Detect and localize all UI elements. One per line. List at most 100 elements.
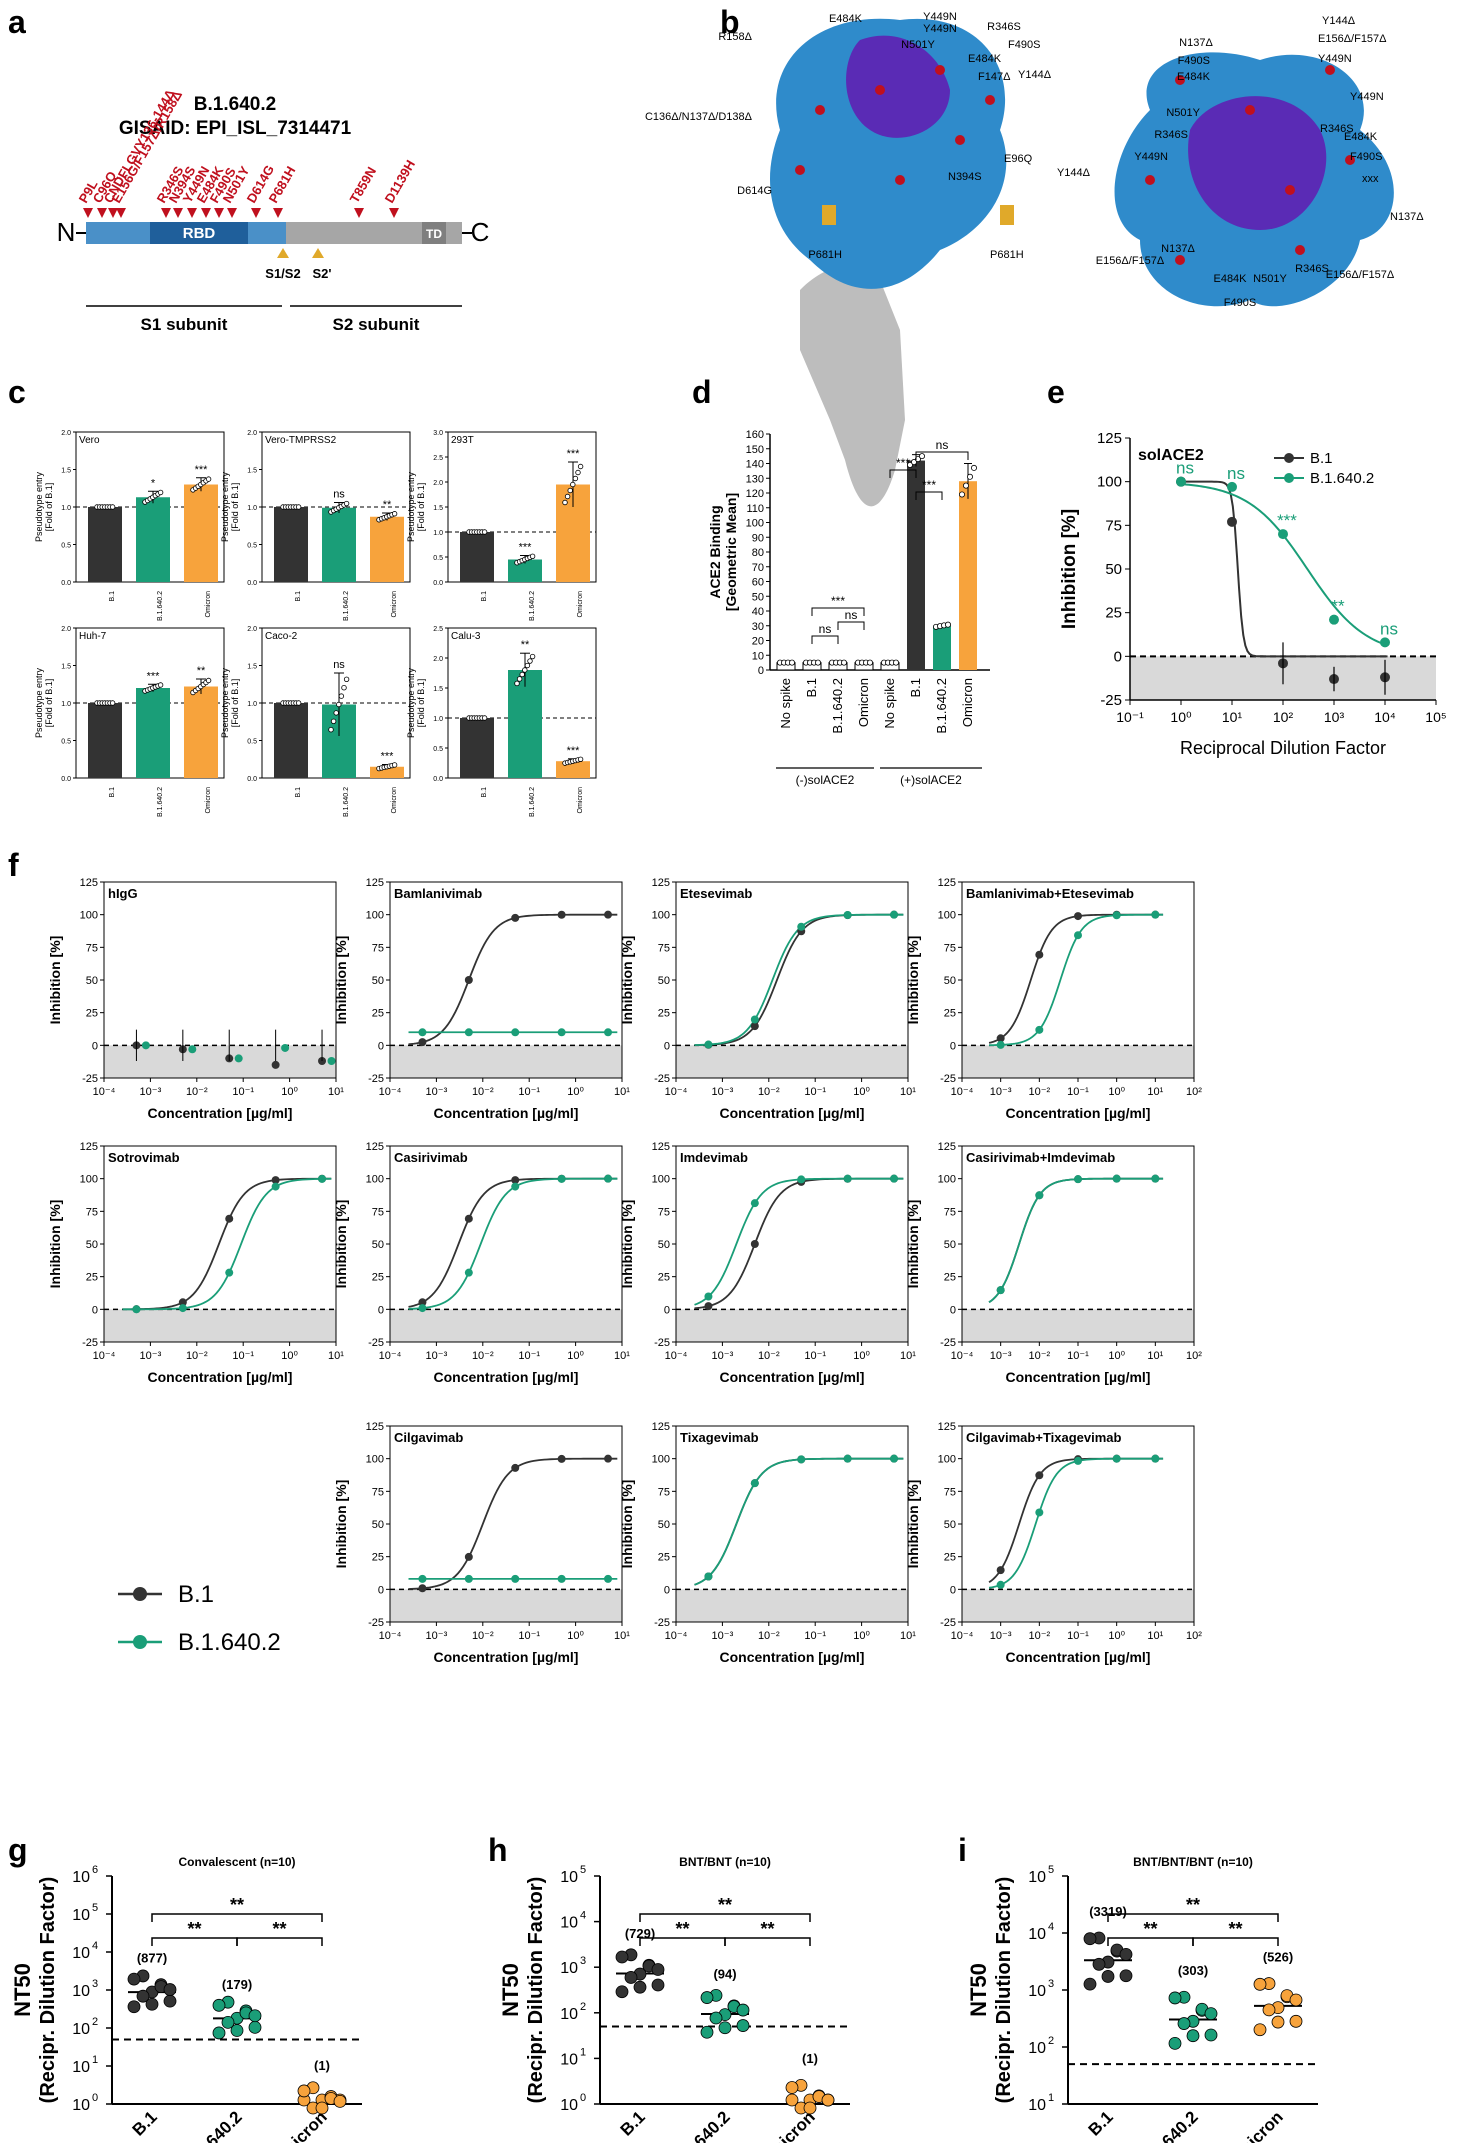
- ghi-point: [700, 1991, 714, 2004]
- f-panel-title: Bamlanivimab+Etesevimab: [966, 886, 1134, 901]
- ghi-ytick-label: 10: [72, 1983, 90, 2000]
- f-panel-title: Imdevimab: [680, 1150, 748, 1165]
- ghi-xlabel: B.1.640.2: [668, 2107, 734, 2143]
- d-xlabel: B.1.640.2: [934, 678, 949, 734]
- ghi-ytick-label: 10: [72, 1869, 90, 1886]
- panel-label-g: g: [8, 1832, 28, 1868]
- f-xlabel: Concentration [µg/ml]: [1006, 1105, 1151, 1121]
- d-xlabel: No spike: [778, 678, 793, 729]
- ghi-point: [297, 2084, 311, 2098]
- d-point: [963, 482, 970, 489]
- c-point: [481, 529, 488, 535]
- d-ytick-label: 60: [752, 577, 764, 589]
- c-point: [575, 469, 581, 476]
- f-panel-title: hIgG: [108, 886, 138, 901]
- mutation-arrow: [389, 208, 399, 218]
- f-ytick-label: 125: [938, 1141, 956, 1153]
- c-point: [562, 499, 568, 506]
- f-ytick-label: -25: [368, 1073, 384, 1085]
- c-xlabel: B.1: [481, 591, 488, 602]
- f-legend-b1640: B.1.640.2: [178, 1629, 281, 1656]
- f-point-b1: [750, 1240, 759, 1248]
- d-ytick-label: 90: [752, 532, 764, 544]
- d-sig-bracket: [889, 469, 917, 478]
- f-point-b1640: [418, 1574, 427, 1583]
- ghi-point: [1119, 1969, 1133, 1983]
- c-bar: [370, 516, 404, 582]
- f-ytick-label: 25: [372, 1008, 384, 1020]
- f-point-b1640: [511, 1028, 520, 1037]
- mutation-arrow: [273, 208, 283, 218]
- d-ytick-label: 80: [752, 547, 764, 559]
- f-point-b1: [271, 1176, 280, 1185]
- f-curve-b1640: [988, 1457, 1164, 1589]
- f-ylabel: Inhibition [%]: [333, 1480, 349, 1569]
- b-top-label: R346S: [1154, 129, 1188, 141]
- ghi-ytick-exp: 5: [580, 1864, 586, 1876]
- f-ytick-label: 75: [944, 1206, 956, 1218]
- f-ytick-label: 100: [938, 910, 956, 922]
- c-point: [514, 680, 520, 687]
- e-point-b1640: [1278, 529, 1288, 540]
- f-point-b1: [511, 1176, 520, 1185]
- b-top-label: N137Δ: [1390, 211, 1424, 223]
- mutation-spot: [815, 105, 825, 115]
- b-side-label: E484K: [829, 13, 863, 25]
- cleavage-marker: [312, 248, 324, 258]
- c-xlabel: B.1: [295, 591, 302, 602]
- f-xtick-label: 10⁻¹: [804, 1350, 826, 1362]
- f-grey-zone: [676, 1589, 908, 1622]
- c-ytick-label: 1.5: [61, 468, 71, 475]
- d-ytick-label: 50: [752, 591, 764, 603]
- ghi-point: [1101, 1970, 1115, 1983]
- ghi-ytick-exp: 0: [92, 2092, 98, 2104]
- c-xlabel: B.1.640.2: [157, 591, 164, 621]
- n-terminus: N: [57, 217, 76, 247]
- f-ytick-label: 125: [80, 877, 98, 889]
- f-point-b1640: [327, 1057, 336, 1066]
- ghi-median-label: (303): [1178, 1963, 1208, 1978]
- f-point-b1640: [1074, 931, 1082, 940]
- ghi-sig-bracket: [639, 1913, 811, 1922]
- ghi-ylabel2: (Recipr. Dilution Factor): [993, 1877, 1015, 2104]
- f-point-b1640: [797, 1175, 806, 1184]
- c-sig: **: [383, 499, 392, 511]
- c-point: [564, 493, 571, 500]
- ghi-xlabel: Omicron: [1224, 2107, 1287, 2143]
- ghi-title: BNT/BNT/BNT (n=10): [1133, 1855, 1253, 1869]
- ghi-ytick-label: 10: [560, 1915, 578, 1932]
- f-point-b1640: [797, 922, 806, 931]
- ghi-sig-label: **: [760, 1919, 774, 1939]
- b-side-label: R346S: [987, 21, 1021, 33]
- ghi-title: Convalescent (n=10): [178, 1855, 295, 1869]
- c-point: [295, 700, 302, 706]
- ghi-sig-bracket: [1192, 1937, 1279, 1946]
- c-sig: ***: [147, 670, 161, 682]
- f-point-b1640: [557, 1174, 566, 1183]
- td-label: TD: [426, 227, 442, 241]
- f-ytick-label: 100: [652, 1174, 670, 1186]
- c-ytick-label: 2.0: [433, 480, 443, 487]
- ghi-sig-bracket: [236, 1937, 323, 1946]
- c-sig: ***: [381, 751, 395, 763]
- b-side-label: F490S: [1008, 39, 1040, 51]
- f-ytick-label: 75: [86, 1206, 98, 1218]
- d-point: [893, 659, 900, 666]
- d-point: [915, 456, 922, 463]
- b-top-label: xxx: [1362, 173, 1379, 185]
- f-xtick-label: 10⁻¹: [518, 1086, 540, 1098]
- f-ytick-label: 0: [664, 1040, 670, 1052]
- f-grey-zone: [962, 1589, 1194, 1622]
- c-point: [343, 500, 350, 507]
- f-point-b1: [418, 1584, 427, 1593]
- e-ytick-label: 75: [1105, 517, 1122, 534]
- f-ytick-label: 100: [938, 1454, 956, 1466]
- ghi-ytick-exp: 4: [580, 1910, 586, 1922]
- ghi-median-label: (1): [802, 2051, 818, 2066]
- f-point-b1640: [464, 1574, 473, 1583]
- f-xtick-label: 10⁻⁴: [379, 1350, 402, 1362]
- c-point: [336, 701, 342, 708]
- ghi-point: [1204, 2007, 1218, 2021]
- f-xtick-label: 10²: [1186, 1630, 1202, 1642]
- d-ytick-label: 140: [746, 459, 764, 471]
